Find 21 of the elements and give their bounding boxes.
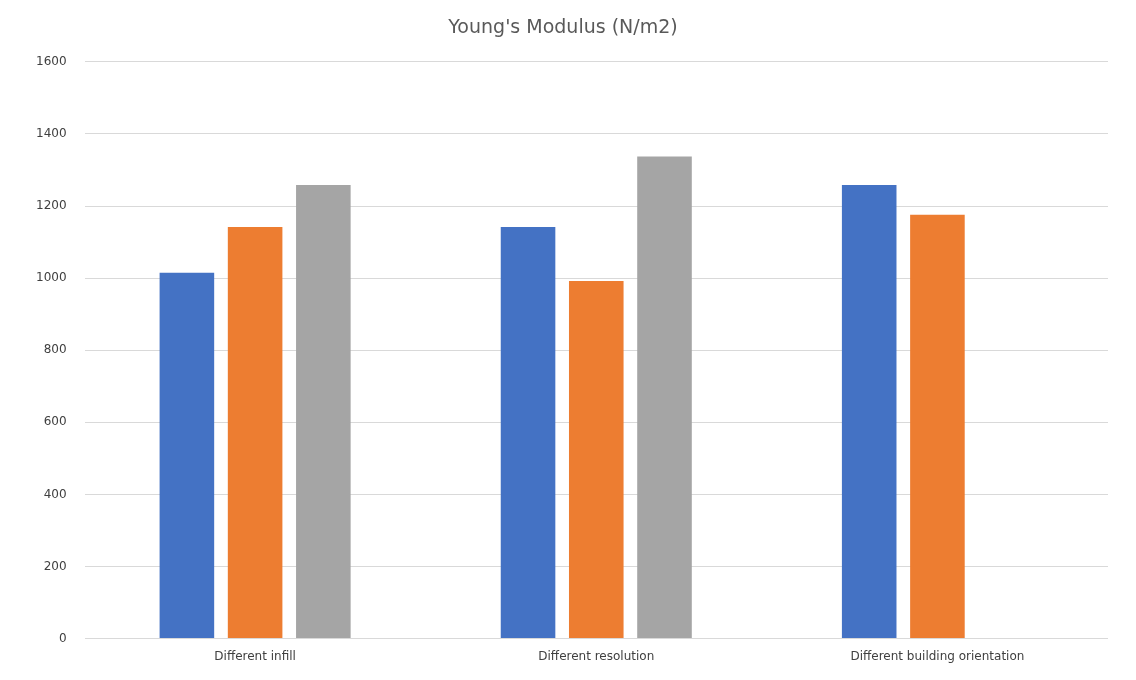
y-tick-label: 1400	[35, 126, 67, 141]
y-tick-label: 0	[58, 630, 67, 645]
bar	[227, 226, 283, 639]
y-tick-label: 200	[43, 558, 67, 573]
y-tick-label: 1600	[35, 53, 67, 68]
bar	[841, 185, 897, 639]
y-tick-label: 400	[43, 486, 67, 501]
y-tick-label: 800	[43, 342, 67, 357]
x-tick-label: Different resolution	[538, 648, 655, 663]
bar	[637, 156, 692, 639]
chart-title: Young's Modulus (N/m2)	[447, 15, 678, 38]
y-tick-label: 1200	[35, 198, 67, 213]
y-tick-label: 1000	[35, 270, 67, 285]
bar	[500, 226, 556, 639]
bar	[910, 214, 965, 639]
bar	[159, 272, 215, 639]
x-tick-label: Different building orientation	[850, 648, 1025, 663]
bar	[296, 185, 351, 639]
y-tick-label: 600	[43, 414, 67, 429]
x-tick-label: Different infill	[214, 648, 296, 663]
bar	[568, 280, 624, 639]
